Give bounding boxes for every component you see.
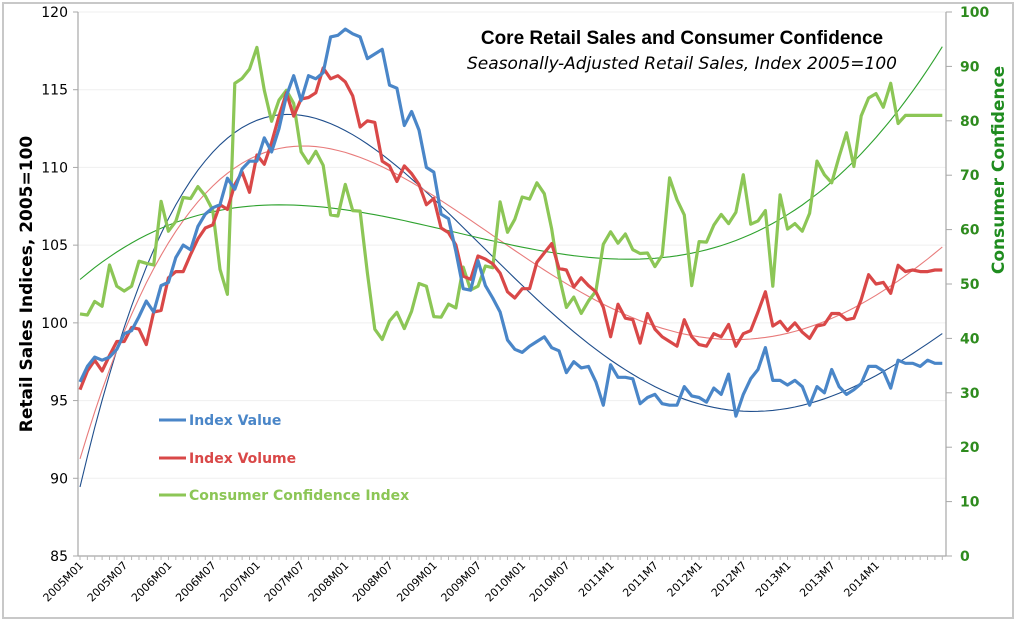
y2-tick-label: 30 — [960, 386, 980, 402]
legend-item-index-value: Index Value — [159, 413, 281, 429]
x-tick-label: 2009M07 — [439, 559, 485, 605]
y2-tick-label: 90 — [960, 59, 980, 75]
x-tick-label: 2007M07 — [262, 559, 308, 605]
trendlines — [79, 46, 943, 488]
x-tick-label: 2006M07 — [173, 559, 219, 605]
x-tick-label: 2011M1 — [576, 559, 617, 600]
y-tick-label: 115 — [41, 83, 68, 99]
x-tick-label: 2013M1 — [753, 559, 794, 600]
legend-item-consumer-confidence: Consumer Confidence Index — [159, 488, 409, 504]
left-axis-ticks: 85 90 95 100 105 110 115 120 — [41, 5, 78, 565]
series-lines — [78, 27, 943, 418]
x-tick-label: 2011M7 — [620, 559, 661, 600]
x-tick-label: 2008M07 — [350, 559, 396, 605]
x-tick-label: 2005M01 — [41, 559, 87, 605]
y-tick-label: 85 — [50, 549, 68, 565]
y2-tick-label: 40 — [960, 331, 980, 347]
y2-tick-label: 100 — [960, 5, 989, 21]
axes — [77, 12, 947, 557]
y-axis-label: Retail Sales Indices, 2005=100 — [17, 136, 37, 433]
y-tick-label: 105 — [41, 238, 68, 254]
y-tick-label: 95 — [50, 394, 68, 410]
x-tick-label: 2010M01 — [483, 559, 529, 605]
series-line-index-volume — [78, 66, 943, 391]
x-tick-label: 2005M07 — [85, 559, 131, 605]
legend-label-index-value: Index Value — [189, 413, 281, 429]
trendline-index-volume — [79, 145, 943, 460]
chart-title: Core Retail Sales and Consumer Confidenc… — [481, 28, 883, 49]
y-tick-label: 120 — [41, 5, 68, 21]
x-tick-label: 2012M7 — [709, 559, 750, 600]
x-tick-label: 2007M01 — [217, 559, 263, 605]
x-tick-label: 2009M01 — [394, 559, 440, 605]
x-tick-label: 2012M1 — [665, 559, 706, 600]
x-tick-label: 2013M7 — [797, 559, 838, 600]
x-axis-ticks: 2005M012005M072006M012006M072007M012007M… — [41, 556, 943, 605]
y2-tick-label: 10 — [960, 495, 980, 511]
y2-tick-label: 20 — [960, 440, 980, 456]
right-axis-ticks: 0 10 20 30 40 50 60 70 80 90 100 — [946, 5, 989, 565]
y2-tick-label: 80 — [960, 114, 980, 130]
y2-tick-label: 70 — [960, 168, 980, 184]
trendline-index-value — [79, 113, 943, 488]
y2-tick-label: 0 — [960, 549, 970, 565]
y-tick-label: 90 — [50, 471, 68, 487]
y-tick-label: 110 — [41, 160, 68, 176]
series-line-consumer-confidence-index — [79, 45, 943, 342]
y2-tick-label: 60 — [960, 223, 980, 239]
y-tick-label: 100 — [41, 316, 68, 332]
y2-axis-label: Consumer Confidence — [989, 66, 1009, 274]
legend-item-index-volume: Index Volume — [159, 451, 296, 467]
y2-tick-label: 50 — [960, 277, 980, 293]
x-tick-label: 2008M01 — [306, 559, 352, 605]
x-tick-label: 2006M01 — [129, 559, 175, 605]
legend: Index Value Index Volume Consumer Confid… — [159, 413, 409, 504]
trendline-consumer-confidence-index — [79, 46, 943, 280]
gridlines — [78, 11, 946, 479]
chart-subtitle: Seasonally-Adjusted Retail Sales, Index … — [467, 54, 897, 74]
series-line-index-value — [78, 27, 943, 418]
x-tick-label: 2014M1 — [841, 559, 882, 600]
legend-label-consumer-confidence: Consumer Confidence Index — [189, 488, 409, 504]
legend-label-index-volume: Index Volume — [189, 451, 296, 467]
x-tick-label: 2010M07 — [527, 559, 573, 605]
